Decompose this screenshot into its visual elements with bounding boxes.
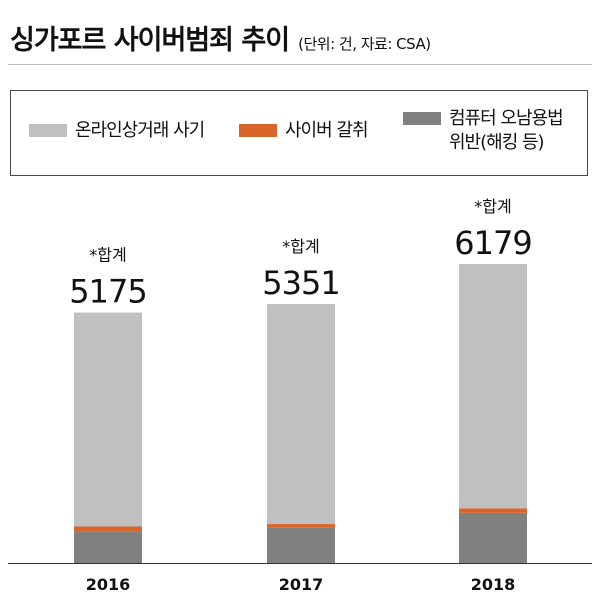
legend-label-computer-misuse: 컴퓨터 오남용법 위반(해킹 등) (449, 108, 564, 153)
bar-segment-computer-misuse-2018 (459, 512, 527, 563)
bar-segment-computer-misuse-2017 (267, 527, 335, 563)
total-caption-2016: *합계 (89, 246, 126, 265)
bar-segment-online-fraud-2017 (267, 304, 335, 525)
bar-segment-online-fraud-2018 (459, 264, 527, 509)
x-tick-label-2016: 2016 (86, 575, 131, 594)
legend: 온라인상거래 사기 사이버 갈취 컴퓨터 오남용법 위반(해킹 등) (10, 90, 588, 176)
bar-segment-cyber-extortion-2018 (459, 508, 527, 513)
title-divider (8, 64, 592, 65)
chart-title: 싱가포르 사이버범죄 추이 (10, 25, 290, 56)
legend-label-online-fraud: 온라인상거래 사기 (75, 120, 205, 141)
legend-swatch-computer-misuse (403, 112, 441, 125)
total-caption-2018: *합계 (474, 197, 511, 216)
bar-segment-cyber-extortion-2017 (267, 524, 335, 528)
bar-segment-computer-misuse-2016 (74, 531, 142, 563)
total-caption-2017: *합계 (282, 237, 319, 256)
x-tick-label-2017: 2017 (279, 575, 324, 594)
unit-note: (단위: 건, 자료: CSA) (298, 35, 431, 53)
total-value-2018: 6179 (454, 224, 531, 262)
legend-swatch-online-fraud (29, 124, 67, 137)
legend-label-cyber-extortion: 사이버 갈취 (285, 120, 369, 141)
legend-item-online-fraud: 온라인상거래 사기 (29, 119, 205, 143)
x-tick-label-2018: 2018 (471, 575, 516, 594)
total-value-2017: 5351 (262, 264, 339, 302)
total-value-2016: 5175 (69, 273, 146, 311)
legend-item-computer-misuse: 컴퓨터 오남용법 위반(해킹 등) (403, 107, 564, 155)
chart-title-block: 싱가포르 사이버범죄 추이 (단위: 건, 자료: CSA) (10, 18, 431, 57)
bar-segment-cyber-extortion-2016 (74, 526, 142, 532)
bar-segment-online-fraud-2016 (74, 312, 142, 527)
legend-swatch-cyber-extortion (239, 124, 277, 137)
legend-item-cyber-extortion: 사이버 갈취 (239, 119, 369, 143)
